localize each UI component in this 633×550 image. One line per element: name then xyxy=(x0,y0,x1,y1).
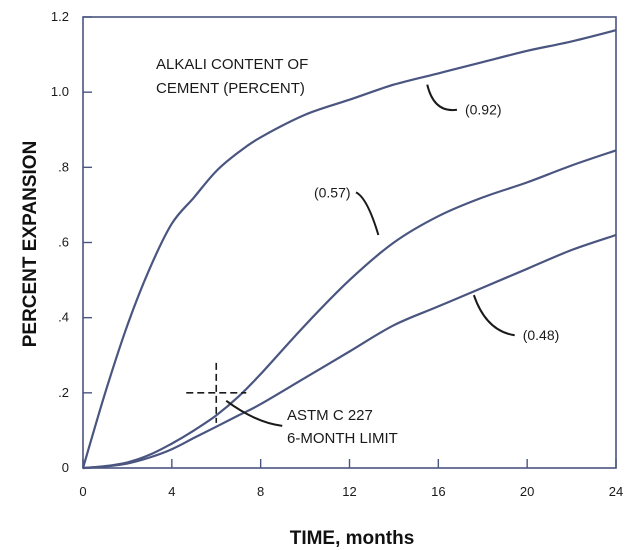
x-tick-label-1: 4 xyxy=(168,484,175,499)
x-tick-label-5: 20 xyxy=(520,484,534,499)
astm-limit-marker xyxy=(186,362,283,427)
x-axis-title: TIME, months xyxy=(290,528,415,549)
x-tick-label-4: 16 xyxy=(431,484,445,499)
y-tick-label-5: 1.0 xyxy=(51,84,69,99)
series-label-leaders: (0.92) (0.57) (0.48) xyxy=(314,84,560,343)
y-tick-label-0: 0 xyxy=(62,460,69,475)
y-tick-label-6: 1.2 xyxy=(51,9,69,24)
series-label-0: (0.92) xyxy=(465,102,502,118)
limit-leader xyxy=(225,400,283,427)
limit-label-line2: 6-MONTH LIMIT xyxy=(287,430,398,447)
x-tick-label-0: 0 xyxy=(79,484,86,499)
x-tick-label-3: 12 xyxy=(342,484,356,499)
x-tick-label-6: 24 xyxy=(609,484,623,499)
y-tick-label-3: .6 xyxy=(58,235,69,250)
y-tick-label-4: .8 xyxy=(58,159,69,174)
series-layer xyxy=(81,29,617,470)
series-label-1: (0.57) xyxy=(314,184,351,200)
legend-title-line2: CEMENT (PERCENT) xyxy=(156,80,305,97)
axis-tick-labels: 0 4 8 12 16 20 24 0 .2 .4 .6 .8 1.0 1.2 xyxy=(51,9,623,499)
series-leader-0 xyxy=(426,84,458,112)
series-label-2: (0.48) xyxy=(523,327,560,343)
limit-label-line1: ASTM C 227 xyxy=(287,407,373,424)
y-tick-label-2: .4 xyxy=(58,310,69,325)
x-tick-label-2: 8 xyxy=(257,484,264,499)
series-line-0 xyxy=(81,29,617,469)
y-axis-title: PERCENT EXPANSION xyxy=(20,141,41,348)
y-tick-label-1: .2 xyxy=(58,385,69,400)
series-leader-1 xyxy=(355,191,380,236)
axis-ticks xyxy=(82,16,617,469)
series-leader-2 xyxy=(472,294,515,337)
legend-title-line1: ALKALI CONTENT OF xyxy=(156,56,308,73)
series-line-1 xyxy=(82,149,617,470)
series-line-2 xyxy=(82,233,617,470)
